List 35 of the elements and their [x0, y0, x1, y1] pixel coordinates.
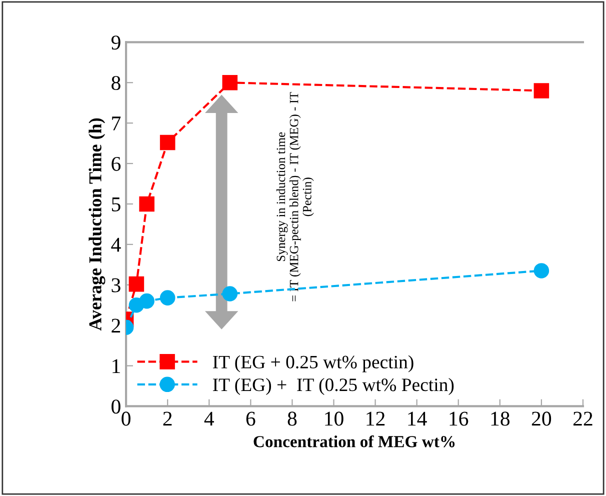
x-tick-label: 10: [325, 412, 344, 426]
x-tick-label: 12: [366, 412, 385, 426]
y-tick-label: 4: [111, 238, 121, 252]
x-tick-label: 2: [163, 412, 172, 426]
y-tick-label: 1: [112, 359, 120, 373]
y-tick-label: 5: [112, 198, 120, 212]
y-tick-label: 2: [112, 318, 120, 333]
x-tick-label: 14: [408, 412, 427, 426]
point: [534, 263, 550, 278]
y-tick-label: 9: [111, 36, 120, 50]
point: [160, 134, 176, 150]
point: [139, 293, 154, 309]
legend-label: IT (EG + 0.25 wt% pectin): [212, 355, 414, 372]
x-tick-label: 18: [491, 412, 510, 426]
y-tick-label: 6: [112, 156, 121, 171]
y-tick-label: 0: [112, 400, 120, 414]
point: [128, 276, 144, 292]
point: [222, 286, 238, 302]
x-tick-label: 16: [450, 412, 468, 426]
x-tick-label: 4: [204, 412, 214, 426]
x-tick-label: 20: [532, 412, 552, 426]
y-tick-label: 7: [112, 116, 121, 130]
x-tick-label: 22: [573, 412, 592, 426]
legend-label: IT (EG) + IT (0.25 wt% Pectin): [212, 378, 454, 395]
point: [139, 196, 154, 212]
y-tick-label: 8: [112, 76, 120, 90]
x-axis-title: Concentration of MEG wt%: [254, 435, 455, 448]
point: [534, 83, 550, 98]
x-tick-label: 0: [122, 412, 130, 426]
x-tick-label: 8: [288, 412, 297, 426]
x-tick-label: 6: [246, 412, 256, 426]
point: [222, 74, 238, 90]
y-tick-label: 3: [112, 278, 120, 292]
point: [160, 290, 176, 306]
y-axis-title: Average Induction Time (h): [88, 118, 106, 331]
